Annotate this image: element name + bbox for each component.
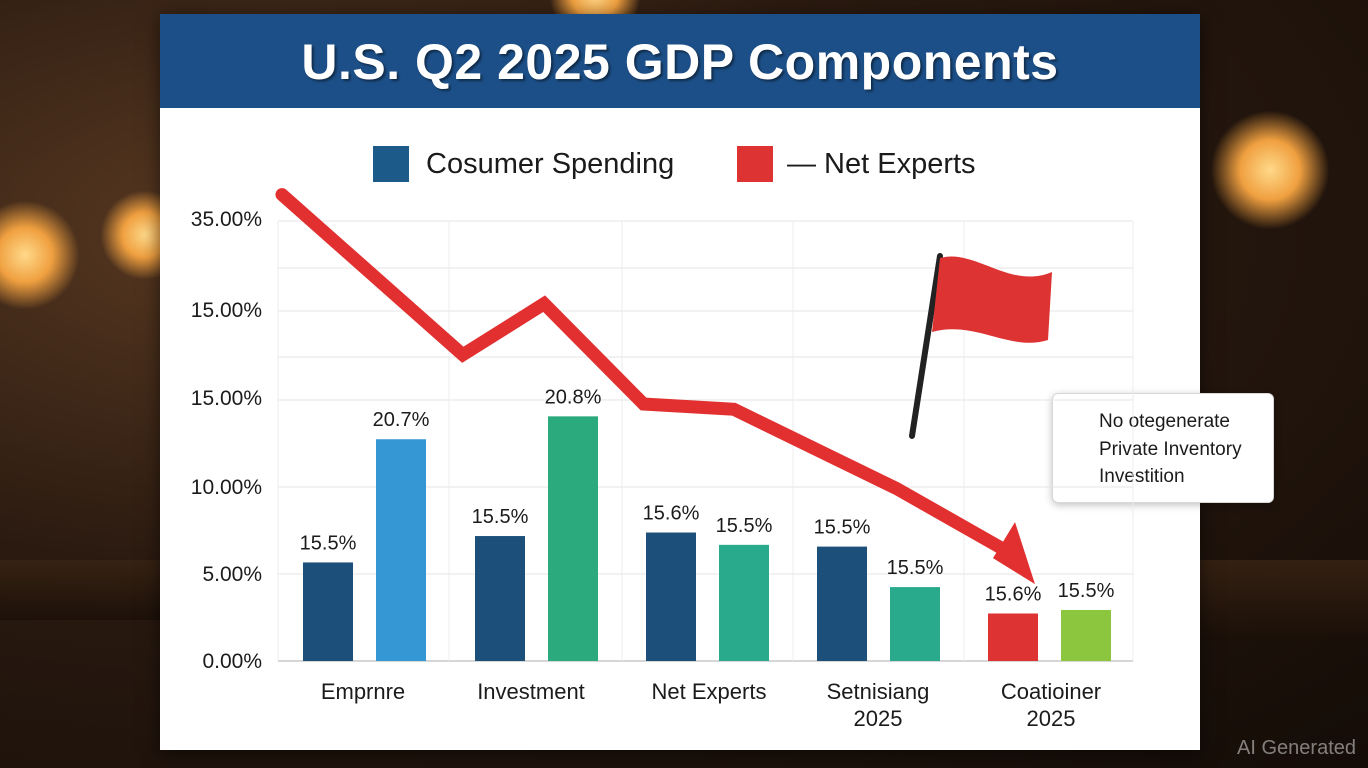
annotation-line-2: Private Inventory bbox=[1099, 439, 1242, 460]
bar-value-label: 15.5% bbox=[887, 557, 944, 579]
y-tick-labels: 0.00% 5.00% 10.00% 15.00% 15.00% 35.00% bbox=[191, 208, 262, 673]
bar bbox=[988, 613, 1038, 661]
x-tick-label-line2: 2025 bbox=[1027, 706, 1076, 731]
legend-label-net-experts: — Net Experts bbox=[787, 148, 976, 180]
bar bbox=[719, 544, 769, 661]
y-tick-label: 15.00% bbox=[191, 387, 262, 410]
background-booth bbox=[1200, 560, 1368, 640]
legend-label-consumer-spending: Cosumer Spending bbox=[426, 148, 675, 180]
legend: Cosumer Spending — Net Experts bbox=[160, 144, 1200, 184]
bar bbox=[890, 587, 940, 661]
x-tick-label: Setnisiang bbox=[827, 679, 930, 704]
x-tick-label: Investment bbox=[477, 679, 585, 704]
y-tick-label: 10.00% bbox=[191, 476, 262, 499]
bar bbox=[303, 562, 353, 661]
bars bbox=[303, 416, 1111, 661]
bar bbox=[817, 546, 867, 661]
annotation-line-3: Investition bbox=[1099, 466, 1185, 487]
x-tick-label-line2: 2025 bbox=[854, 706, 903, 731]
bar bbox=[475, 536, 525, 661]
watermark: AI Generated bbox=[1237, 737, 1356, 759]
bar-value-label: 15.6% bbox=[985, 583, 1042, 605]
bar bbox=[646, 532, 696, 661]
annotation-line-1: No otegenerate bbox=[1099, 411, 1230, 432]
bar-value-label: 15.5% bbox=[300, 532, 357, 554]
x-tick-labels: Emprnre Investment Net Experts Setnisiang20… bbox=[321, 679, 1101, 731]
bar-value-label: 15.5% bbox=[814, 517, 871, 539]
background-table bbox=[0, 560, 160, 620]
bar bbox=[1061, 609, 1111, 661]
x-tick-label: Emprnre bbox=[321, 679, 405, 704]
annotation-callout: No otegenerate Private Inventory Investi… bbox=[1052, 393, 1274, 503]
bar-value-label: 15.5% bbox=[472, 506, 529, 528]
title-bar bbox=[160, 14, 1200, 108]
flag-pole bbox=[909, 253, 943, 439]
bar-value-label: 15.5% bbox=[1058, 580, 1115, 602]
bar-labels: 15.5% 20.7% 15.5% 20.8% 15.6% 15.5% 15.5% 15.5%… bbox=[300, 386, 1115, 605]
y-tick-label: 5.00% bbox=[202, 563, 262, 586]
bar-value-label: 20.8% bbox=[545, 386, 602, 408]
bar-value-label: 20.7% bbox=[373, 409, 430, 431]
bar bbox=[548, 416, 598, 661]
x-tick-label: Net Experts bbox=[652, 679, 767, 704]
legend-swatch-net-experts bbox=[737, 146, 773, 182]
flag-icon bbox=[932, 256, 1052, 343]
background-lamp-right bbox=[1210, 110, 1330, 230]
chart-title: U.S. Q2 2025 GDP Components bbox=[301, 34, 1059, 90]
legend-swatch-consumer-spending bbox=[373, 146, 409, 182]
bar-value-label: 15.6% bbox=[643, 503, 700, 525]
y-tick-label: 15.00% bbox=[191, 299, 262, 322]
trend-line bbox=[275, 188, 1012, 557]
bar-value-label: 15.5% bbox=[716, 515, 773, 537]
trend-arrowhead bbox=[993, 522, 1035, 585]
trend-line-group bbox=[275, 188, 1035, 585]
flag-group bbox=[909, 253, 1052, 439]
y-tick-label: 0.00% bbox=[202, 650, 262, 673]
bar bbox=[376, 439, 426, 661]
y-tick-label: 35.00% bbox=[191, 208, 262, 231]
x-tick-label: Coatioiner bbox=[1001, 679, 1101, 704]
